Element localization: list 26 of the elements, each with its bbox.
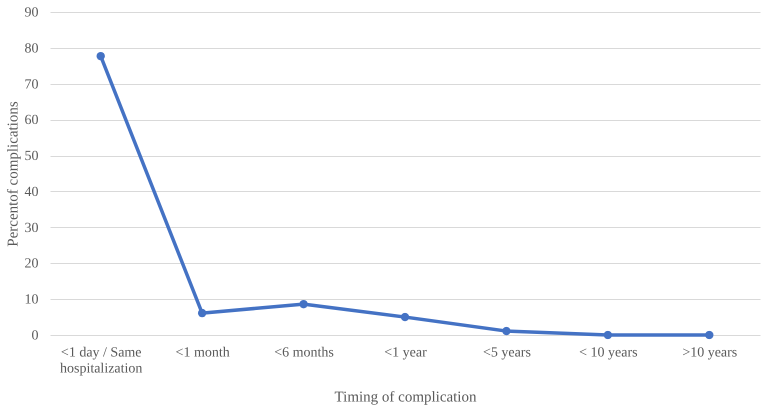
x-axis-title: Timing of complication — [334, 390, 477, 406]
x-tick-label: <1 year — [384, 346, 428, 360]
point — [502, 326, 511, 336]
y-tick-label: 60 — [24, 113, 38, 128]
y-tick-label: 80 — [24, 41, 38, 56]
y-tick-label: 90 — [24, 6, 38, 20]
x-tick-label: < 10 years — [579, 346, 638, 360]
y-axis-title: Percentof complications — [6, 101, 22, 247]
y-tick-label: 70 — [24, 77, 38, 92]
point — [299, 300, 308, 308]
point — [604, 330, 612, 340]
x-tick-label: <5 years — [482, 346, 531, 360]
y-tick-label: 0 — [32, 328, 38, 344]
y-tick-label: 40 — [24, 184, 38, 200]
y-tick-label: 50 — [24, 149, 38, 164]
point — [198, 308, 206, 318]
point — [705, 330, 714, 340]
point — [96, 52, 105, 60]
y-tick-label: 20 — [24, 256, 38, 272]
y-tick-label: 10 — [24, 292, 38, 308]
y-tick-label: 30 — [24, 220, 38, 236]
x-tick-label: <1 month — [176, 346, 230, 360]
point — [400, 312, 410, 322]
x-tick-label: >10 years — [682, 346, 738, 360]
x-tick-label: <6 months — [274, 346, 334, 360]
x-tick-label: <1 day / Same hospitalization — [60, 346, 142, 376]
